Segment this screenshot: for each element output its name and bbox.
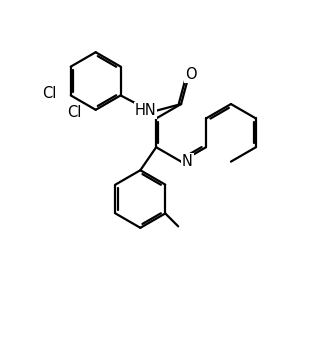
Text: N: N [182, 154, 193, 169]
Text: Cl: Cl [67, 105, 81, 120]
Text: O: O [185, 67, 197, 82]
Text: Cl: Cl [42, 86, 56, 101]
Text: HN: HN [135, 103, 156, 118]
